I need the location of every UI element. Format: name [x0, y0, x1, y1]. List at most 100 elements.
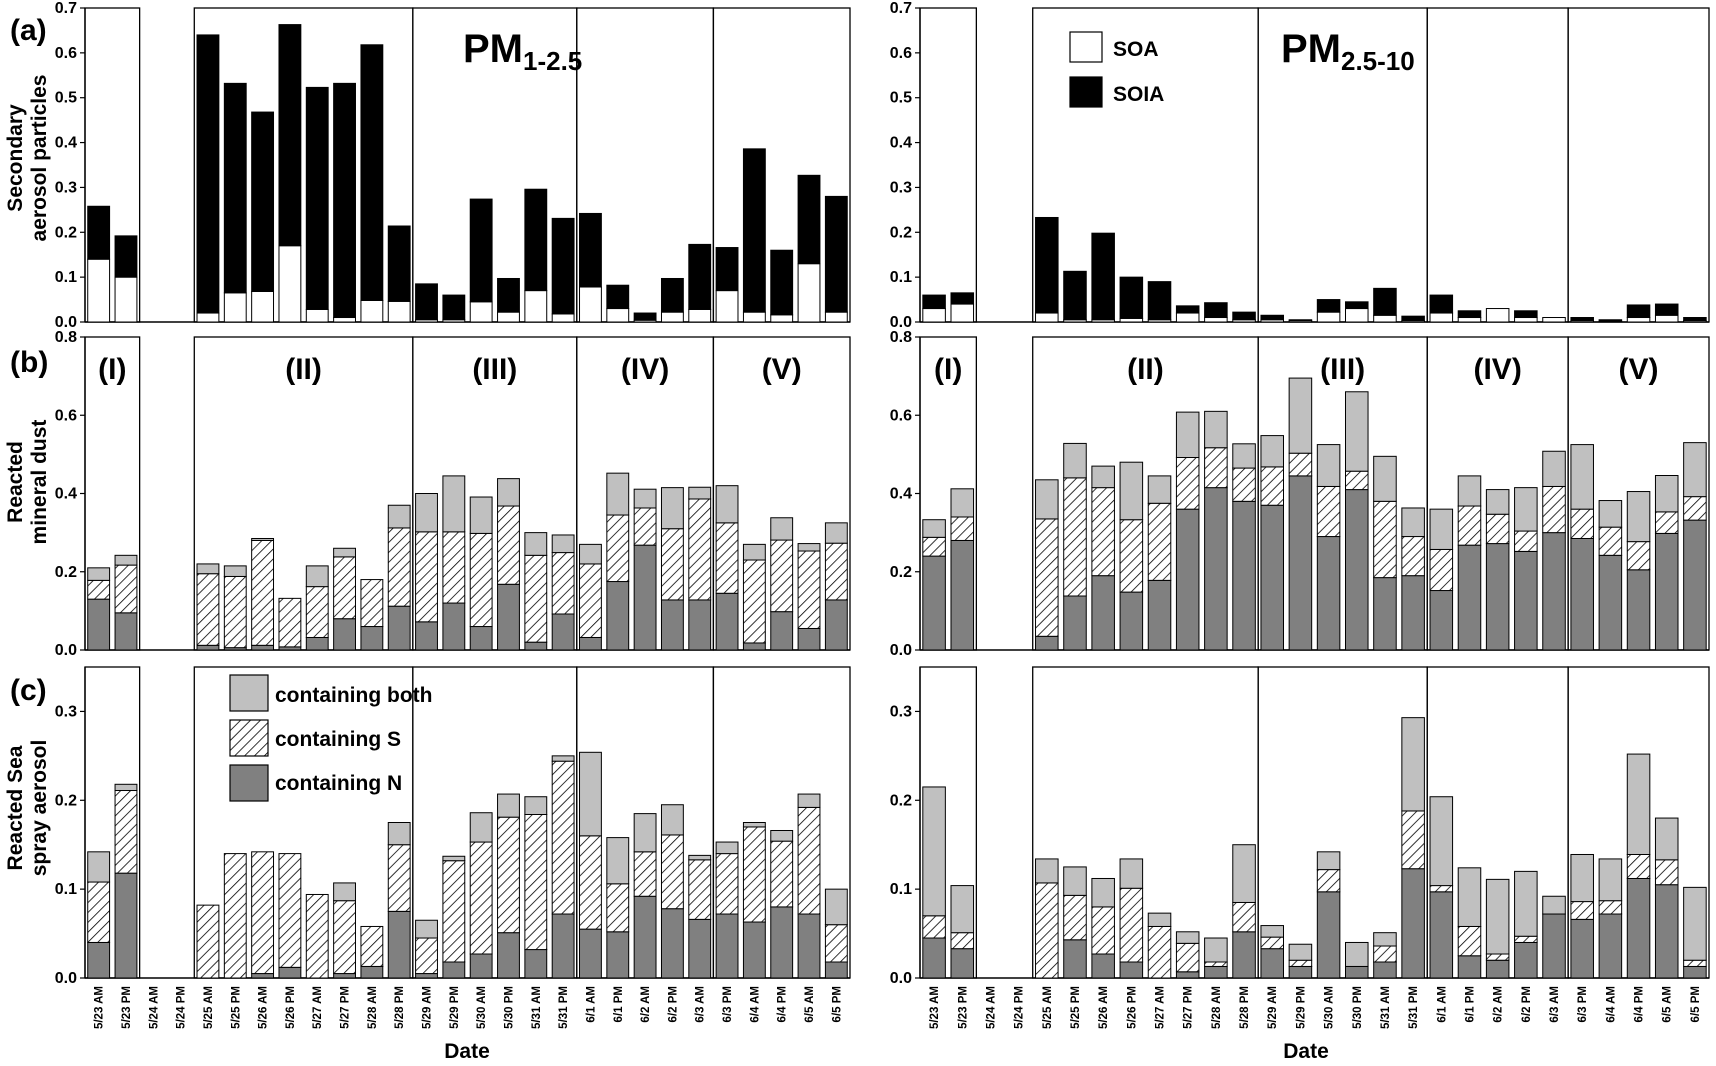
x-tick-label: 5/29 PM: [449, 986, 461, 1029]
bar-containing-s: [551, 552, 575, 615]
bar-containing-n: [1598, 554, 1623, 651]
bar-soia: [223, 82, 247, 294]
bar-containing-n: [1119, 591, 1144, 651]
bar-containing-n: [1514, 550, 1538, 651]
bar-containing-n: [1542, 913, 1566, 979]
bar-containing-n: [360, 965, 384, 979]
bar-containing-both: [87, 567, 111, 581]
x-tick-label: 5/30 AM: [1324, 986, 1336, 1029]
x-tick-label: 6/5 PM: [1690, 986, 1702, 1022]
bar-containing-both: [1514, 870, 1538, 937]
bar-soia: [114, 235, 138, 278]
bar-containing-both: [1091, 465, 1115, 489]
bar-soia: [797, 174, 821, 265]
bar-soa: [715, 290, 739, 323]
bar-containing-s: [1232, 901, 1256, 933]
bar-soa: [579, 286, 602, 323]
bar-containing-s: [415, 937, 438, 975]
panel-b-pm2-5-10: 0.0 0.2 0.4 0.6 0.8 (I) (II) (III) (IV) (V): [890, 329, 1710, 659]
bar-containing-n: [524, 641, 548, 651]
xlabel-left: Date: [444, 1040, 490, 1063]
bar-containing-n: [114, 872, 138, 979]
period-label: (IV): [1473, 353, 1521, 386]
bar-containing-n: [360, 626, 384, 651]
x-tick-label: 5/25 PM: [230, 986, 242, 1029]
ylabel-c-line1: Reacted Sea: [4, 745, 27, 870]
legend-c-both-label: containing both: [275, 684, 432, 707]
y-tick-label: 0.2: [55, 792, 77, 809]
bar-containing-both: [114, 783, 138, 792]
bar-soia: [1654, 303, 1679, 316]
bar-containing-both: [824, 522, 848, 544]
bar-containing-s: [87, 579, 111, 600]
bar-soia: [333, 82, 356, 319]
bar-containing-s: [660, 528, 684, 601]
bar-containing-both: [1598, 858, 1623, 902]
bar-containing-both: [1147, 912, 1172, 927]
bar-containing-n: [278, 966, 302, 979]
y-tick-label: 0.3: [890, 179, 912, 196]
bar-containing-n: [606, 931, 630, 979]
bar-containing-s: [922, 536, 946, 557]
bar-containing-n: [1457, 544, 1482, 651]
x-tick-label: 6/1 AM: [1436, 986, 1448, 1023]
panel-b-pm1-2-5: 0.0 0.2 0.4 0.6 0.8 (I) (II) (III) (IV) (V): [55, 329, 851, 659]
bar-containing-s: [1288, 452, 1313, 477]
bar-containing-both: [950, 885, 975, 934]
bar-containing-n: [469, 953, 493, 979]
y-tick-label: 0.5: [55, 90, 77, 107]
bar-soia: [1119, 276, 1144, 319]
bar-containing-n: [606, 581, 630, 651]
ylabel-b-line2: mineral dust: [28, 420, 51, 545]
bar-containing-s: [1570, 508, 1594, 539]
bar-containing-s: [770, 840, 794, 908]
x-tick-label: 6/3 PM: [722, 986, 734, 1022]
x-tick-label: 5/31 PM: [558, 986, 570, 1029]
bar-containing-both: [1035, 858, 1059, 884]
bar-containing-both: [579, 751, 602, 837]
bar-containing-both: [770, 517, 794, 541]
bar-containing-both: [797, 793, 821, 808]
panel-c-pm2-5-10: 0.0 0.1 0.2 0.3 5/23 AM 5/23 PM 5/24 AM 5/24 PM…: [890, 666, 1710, 1029]
bar-containing-n: [1232, 500, 1256, 651]
bar-containing-both: [305, 565, 329, 588]
bar-soa: [333, 317, 356, 323]
bar-soa: [688, 308, 712, 323]
period-frame: [84, 666, 141, 979]
bar-soa: [742, 311, 766, 323]
bar-soia: [660, 277, 684, 313]
bar-containing-n: [660, 599, 684, 651]
bar-containing-s: [688, 859, 712, 920]
bar-containing-s: [1063, 894, 1087, 941]
bar-containing-s: [1373, 945, 1397, 963]
bar-containing-s: [223, 853, 247, 979]
bar-soa: [469, 301, 493, 323]
bar-soia: [442, 294, 466, 321]
bar-containing-s: [1457, 505, 1482, 546]
bar-soia: [1260, 314, 1285, 321]
bar-soa: [87, 258, 111, 323]
bar-containing-both: [333, 882, 356, 902]
bar-containing-s: [1175, 457, 1200, 510]
bar-containing-n: [387, 910, 411, 979]
bar-containing-s: [606, 883, 630, 933]
bar-containing-s: [742, 559, 766, 644]
x-tick-label: 6/5 AM: [1662, 986, 1674, 1023]
x-tick-label: 5/25 AM: [1042, 986, 1054, 1029]
bar-soa: [1316, 311, 1341, 323]
bar-containing-both: [524, 796, 548, 816]
legend-c-s-swatch: [229, 719, 269, 757]
x-tick-label: 5/25 AM: [203, 986, 215, 1029]
bar-containing-s: [1091, 906, 1115, 955]
bar-containing-n: [415, 973, 438, 979]
x-tick-label: 6/2 AM: [640, 986, 652, 1023]
x-tick-label: 5/23 PM: [121, 986, 133, 1029]
bar-containing-n: [1570, 918, 1594, 979]
bar-containing-both: [1485, 489, 1510, 515]
bar-containing-n: [1204, 487, 1228, 651]
x-tick-label: 6/3 PM: [1577, 986, 1589, 1022]
bar-containing-s: [251, 851, 275, 975]
bar-soia: [360, 44, 384, 301]
ylabel-b: Reacted mineral dust: [4, 420, 51, 545]
